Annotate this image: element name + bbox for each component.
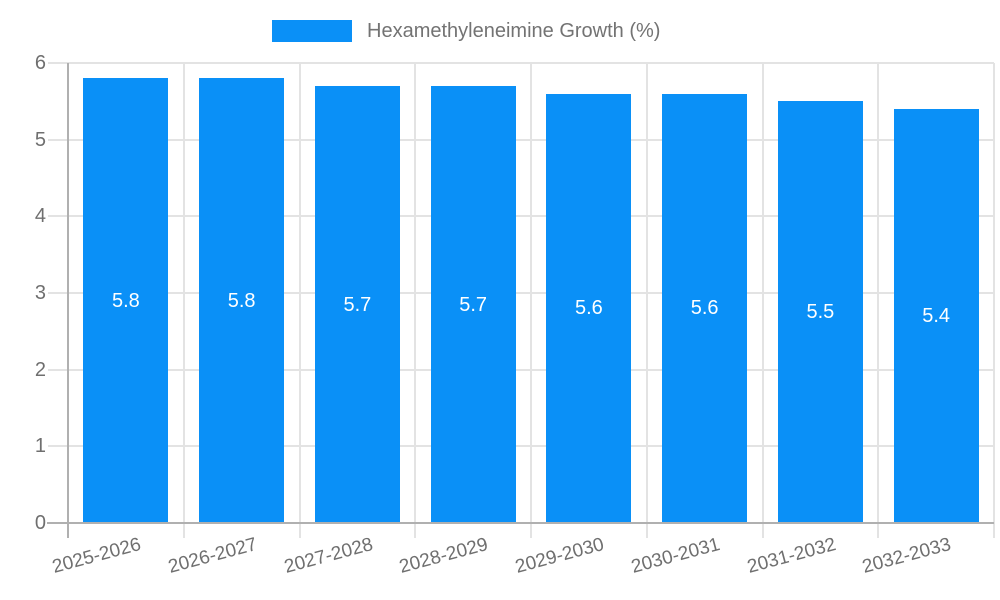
vertical-gridline <box>761 63 764 538</box>
x-axis-tick-label: 2029-2030 <box>513 534 607 578</box>
bar-value-label: 5.5 <box>806 301 835 324</box>
horizontal-gridline <box>48 62 994 64</box>
bar <box>314 86 400 523</box>
x-axis-tick-label: 2025-2026 <box>50 534 144 578</box>
y-axis-tick-label: 1 <box>34 435 46 458</box>
bar <box>662 93 748 523</box>
bar-value-label: 5.7 <box>343 293 372 316</box>
y-axis-tick-label: 0 <box>34 512 46 534</box>
x-axis-tick-label: 2028-2029 <box>397 534 491 578</box>
vertical-gridline <box>530 63 532 538</box>
legend-label: Hexamethyleneimine Growth (%) <box>367 20 661 42</box>
bar-value-label: 5.7 <box>459 293 488 316</box>
bar-value-label: 5.4 <box>922 305 951 327</box>
bar <box>199 78 285 523</box>
bar <box>546 93 632 523</box>
y-axis-tick-label: 4 <box>34 205 46 228</box>
bar <box>777 101 863 523</box>
bar <box>83 78 169 523</box>
horizontal-gridline <box>48 138 994 141</box>
bar-value-label: 5.8 <box>227 289 256 312</box>
horizontal-gridline <box>48 445 994 448</box>
bar-value-label: 5.8 <box>111 289 140 312</box>
x-axis-tick-label: 2026-2027 <box>165 534 260 578</box>
horizontal-gridline <box>48 292 994 294</box>
legend-swatch <box>272 20 352 42</box>
vertical-gridline <box>414 63 417 538</box>
x-axis-tick-label: 2027-2028 <box>281 534 375 578</box>
x-axis-tick-label: 2031-2032 <box>744 534 838 578</box>
bar-value-label: 5.6 <box>690 297 719 320</box>
bar <box>430 86 516 523</box>
vertical-gridline <box>993 63 995 538</box>
horizontal-gridline <box>48 215 994 218</box>
x-axis-line <box>47 522 994 524</box>
vertical-gridline <box>182 63 185 538</box>
vertical-gridline <box>298 63 301 538</box>
bar-value-label: 5.6 <box>574 297 603 320</box>
legend-item[interactable]: Hexamethyleneimine Growth (%) <box>272 18 660 44</box>
y-axis-tick-label: 3 <box>34 282 46 304</box>
x-axis-tick-label: 2030-2031 <box>628 534 723 578</box>
y-axis-tick-label: 6 <box>34 52 46 74</box>
vertical-gridline <box>645 63 648 538</box>
y-axis-tick-label: 2 <box>34 358 46 381</box>
bar <box>893 109 979 523</box>
horizontal-gridline <box>48 368 994 371</box>
y-axis-tick-label: 5 <box>34 128 46 151</box>
y-axis-line <box>67 63 69 538</box>
x-axis-tick-label: 2032-2033 <box>860 534 954 578</box>
vertical-gridline <box>877 63 880 538</box>
